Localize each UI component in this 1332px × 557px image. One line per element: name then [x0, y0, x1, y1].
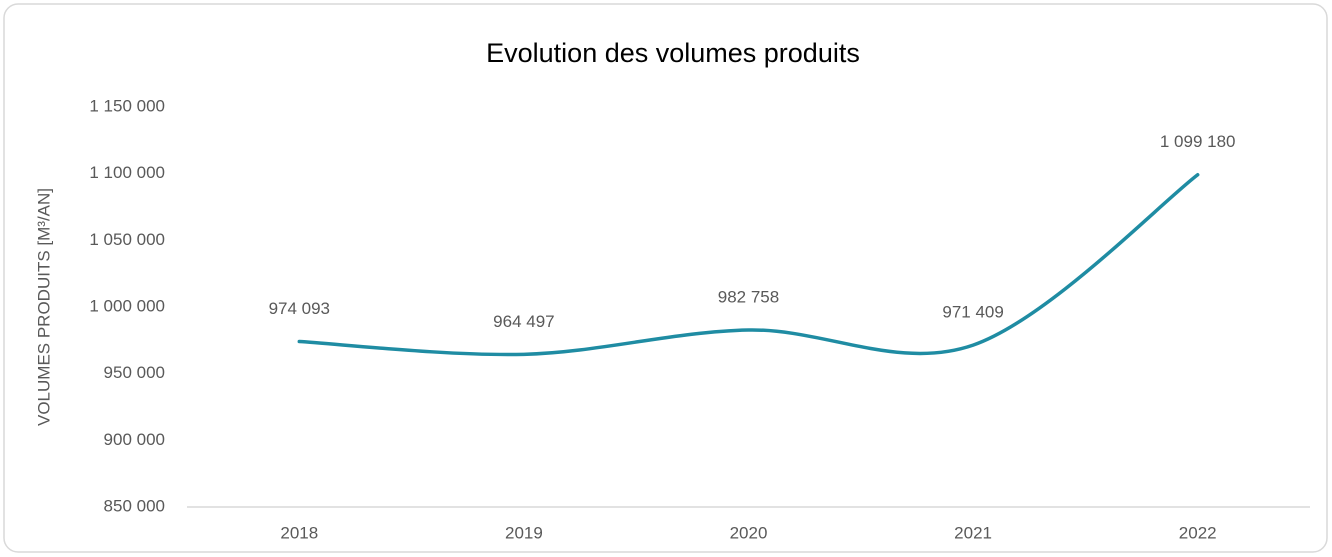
y-tick-label: 1 100 000 [89, 163, 165, 182]
y-tick-label: 900 000 [104, 430, 165, 449]
y-tick-label: 1 000 000 [89, 296, 165, 315]
chart-title: Evolution des volumes produits [486, 38, 860, 68]
x-tick-label: 2022 [1179, 523, 1217, 542]
data-label: 964 497 [493, 312, 554, 331]
y-tick-label: 1 150 000 [89, 96, 165, 115]
x-tick-label: 2019 [505, 523, 543, 542]
y-tick-label: 1 050 000 [89, 230, 165, 249]
x-tick-label: 2020 [730, 523, 768, 542]
y-axis-label: VOLUMES PRODUITS [M³/AN] [34, 188, 53, 426]
y-tick-label: 850 000 [104, 496, 165, 515]
chart-frame [3, 3, 1328, 553]
data-label: 974 093 [269, 299, 330, 318]
data-label: 971 409 [942, 303, 1003, 322]
data-label: 1 099 180 [1160, 132, 1236, 151]
x-tick-label: 2018 [280, 523, 318, 542]
data-line [297, 173, 1200, 357]
data-label: 982 758 [718, 287, 779, 306]
x-tick-label: 2021 [954, 523, 992, 542]
y-tick-label: 950 000 [104, 363, 165, 382]
